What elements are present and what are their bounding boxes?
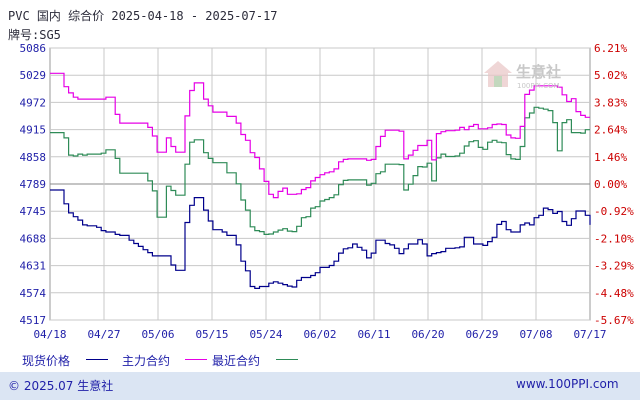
y-right-tick-label: -2.10% xyxy=(594,232,634,245)
x-tick-label: 06/20 xyxy=(411,328,444,341)
y-left-tick-label: 4688 xyxy=(20,232,47,245)
y-right-tick-label: -0.92% xyxy=(594,205,634,218)
series-line-main xyxy=(50,72,590,199)
y-right-tick-label: 6.21% xyxy=(594,42,627,55)
watermark-logo: 生意社 100PPI.COM xyxy=(482,57,574,95)
y-right-tick-label: 1.46% xyxy=(594,151,627,164)
watermark-url: 100PPI.COM xyxy=(517,82,560,90)
chart-title: PVC 国内 综合价 2025-04-18 - 2025-07-17 xyxy=(8,9,278,23)
y-right-tick-label: -5.67% xyxy=(594,314,634,327)
legend-label-main: 主力合约 xyxy=(122,354,171,368)
y-left-tick-label: 4858 xyxy=(20,151,47,164)
footer-bar xyxy=(0,372,640,400)
y-left-tick-label: 4915 xyxy=(20,124,47,137)
series-line-nearest xyxy=(50,106,590,235)
x-tick-label: 06/02 xyxy=(303,328,336,341)
y-right-tick-label: -4.48% xyxy=(594,287,634,300)
grade-spec: 牌号:SG5 xyxy=(8,28,61,42)
y-left-tick-label: 5086 xyxy=(20,42,47,55)
y-left-tick-label: 4745 xyxy=(20,205,47,218)
x-tick-label: 07/17 xyxy=(573,328,606,341)
x-tick-label: 06/11 xyxy=(357,328,390,341)
footer-url[interactable]: www.100PPI.com xyxy=(516,377,619,391)
x-tick-label: 05/15 xyxy=(195,328,228,341)
legend-label-spot: 现货价格 xyxy=(22,354,71,368)
footer-copyright: © 2025.07 生意社 xyxy=(8,379,114,393)
y-right-tick-label: 2.64% xyxy=(594,124,627,137)
y-right-tick-label: 5.02% xyxy=(594,69,627,82)
y-left-tick-label: 5029 xyxy=(20,69,47,82)
y-left-tick-label: 4972 xyxy=(20,96,47,109)
watermark-house-icon: 生意社 100PPI.COM xyxy=(484,61,561,90)
x-tick-label: 06/29 xyxy=(465,328,498,341)
legend-line-spot xyxy=(86,359,108,360)
watermark-brand: 生意社 xyxy=(516,63,561,81)
x-tick-label: 04/18 xyxy=(33,328,66,341)
y-right-tick-label: -3.29% xyxy=(594,260,634,273)
legend-line-nearest xyxy=(276,359,298,360)
x-tick-label: 05/06 xyxy=(141,328,174,341)
y-left-tick-label: 4789 xyxy=(20,178,47,191)
x-tick-label: 05/24 xyxy=(249,328,282,341)
x-tick-label: 07/08 xyxy=(519,328,552,341)
y-left-tick-label: 4574 xyxy=(20,287,47,300)
y-left-tick-label: 4517 xyxy=(20,314,47,327)
y-left-tick-label: 4631 xyxy=(20,260,47,273)
series-line-spot xyxy=(50,189,591,289)
x-tick-label: 04/27 xyxy=(87,328,120,341)
legend-label-nearest: 最近合约 xyxy=(212,354,261,368)
y-right-tick-label: 3.83% xyxy=(594,96,627,109)
y-right-tick-label: 0.00% xyxy=(594,178,627,191)
legend-line-main xyxy=(185,359,207,360)
